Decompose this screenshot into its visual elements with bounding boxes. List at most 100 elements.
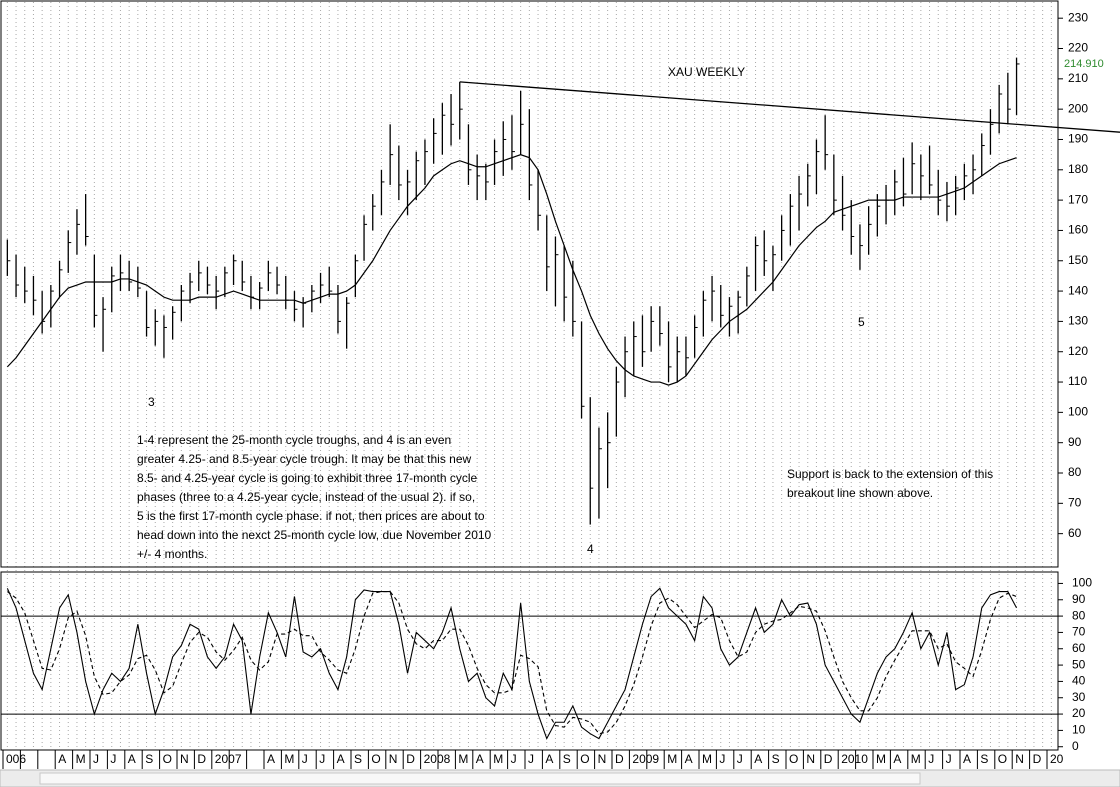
trend-line <box>459 81 1120 133</box>
note-line: 5 is the first 17-month cycle phase. if … <box>137 509 485 523</box>
x-tick-label: O <box>580 752 589 766</box>
y-tick-label: 220 <box>1068 41 1088 55</box>
x-tick-label: 2008 <box>424 752 451 766</box>
note-line: 8.5- and 4.25-year cycle is going to exh… <box>137 471 478 485</box>
x-tick-label: N <box>1015 752 1024 766</box>
x-tick-label: J <box>946 752 952 766</box>
x-tick-label: M <box>911 752 921 766</box>
y-tick-label: 40 <box>1072 674 1086 688</box>
y-tick-label: 30 <box>1072 690 1086 704</box>
x-tick-label: O <box>371 752 380 766</box>
x-tick-label: 20 <box>1050 752 1064 766</box>
x-tick-label: D <box>197 752 206 766</box>
x-tick-label: 2010 <box>841 752 868 766</box>
y-tick-label: 230 <box>1068 10 1088 24</box>
note-line: head down into the nexct 25-month cycle … <box>137 528 492 542</box>
y-tick-label: 80 <box>1072 608 1086 622</box>
x-tick-label: S <box>563 752 571 766</box>
y-tick-label: 70 <box>1068 495 1082 509</box>
x-tick-label: A <box>963 752 971 766</box>
note-line: Support is back to the extension of this <box>787 467 993 481</box>
y-tick-label: 0 <box>1072 739 1079 753</box>
y-tick-label: 60 <box>1068 526 1082 540</box>
x-tick-label: A <box>476 752 484 766</box>
x-tick-label: A <box>754 752 762 766</box>
x-tick-label: J <box>528 752 534 766</box>
y-tick-label: 140 <box>1068 283 1088 297</box>
y-tick-label: 160 <box>1068 223 1088 237</box>
x-tick-label: J <box>302 752 308 766</box>
y-tick-label: 170 <box>1068 192 1088 206</box>
x-tick-label: A <box>128 752 136 766</box>
x-tick-label: O <box>998 752 1007 766</box>
y-tick-label: 20 <box>1072 706 1086 720</box>
x-tick-label: M <box>702 752 712 766</box>
x-tick-label: M <box>876 752 886 766</box>
x-tick-label: J <box>511 752 517 766</box>
y-tick-label: 130 <box>1068 314 1088 328</box>
x-tick-label: O <box>163 752 172 766</box>
x-tick-label: D <box>406 752 415 766</box>
x-tick-label: M <box>667 752 677 766</box>
annotation: 4 <box>587 542 594 556</box>
y-tick-label: 100 <box>1068 405 1088 419</box>
x-tick-label: S <box>772 752 780 766</box>
annotation: 5 <box>858 315 865 329</box>
oscillator-line <box>7 591 1017 735</box>
x-tick-label: A <box>685 752 693 766</box>
annotation: 3 <box>148 395 155 409</box>
x-tick-label: J <box>928 752 934 766</box>
x-tick-label: J <box>719 752 725 766</box>
x-tick-label: J <box>319 752 325 766</box>
x-tick-label: M <box>493 752 503 766</box>
note-line: breakout line shown above. <box>787 486 933 500</box>
x-tick-label: S <box>980 752 988 766</box>
x-tick-label: D <box>615 752 624 766</box>
note: 1-4 represent the 25-month cycle troughs… <box>137 433 993 561</box>
x-tick-label: 2009 <box>632 752 659 766</box>
chart-title: XAU WEEKLY <box>668 65 745 79</box>
y-tick-label: 60 <box>1072 641 1086 655</box>
x-tick-label: J <box>737 752 743 766</box>
y-tick-label: 150 <box>1068 253 1088 267</box>
x-tick-label: J <box>110 752 116 766</box>
x-tick-label: S <box>145 752 153 766</box>
note-line: phases (three to a 4.25-year cycle, inst… <box>137 490 475 504</box>
x-tick-label: D <box>1033 752 1042 766</box>
x-tick-label: A <box>545 752 553 766</box>
oscillator-panel <box>0 571 1059 751</box>
y-tick-label: 50 <box>1072 657 1086 671</box>
x-tick-label: J <box>93 752 99 766</box>
scroll-thumb[interactable] <box>39 772 921 785</box>
y-tick-label: 180 <box>1068 162 1088 176</box>
y-tick-label: 10 <box>1072 723 1086 737</box>
note-line: +/- 4 months. <box>137 547 207 561</box>
x-tick-label: S <box>354 752 362 766</box>
x-tick-label: A <box>58 752 66 766</box>
moving-average <box>6 154 1017 386</box>
x-tick-label: 2007 <box>215 752 242 766</box>
y-tick-label: 90 <box>1072 592 1086 606</box>
price-panel <box>0 0 1059 568</box>
x-tick-label: A <box>267 752 275 766</box>
y-tick-label: 210 <box>1068 71 1088 85</box>
x-tick-label: A <box>337 752 345 766</box>
y-tick-label: 110 <box>1068 374 1087 388</box>
x-tick-label: A <box>893 752 901 766</box>
x-tick-label: 006 <box>6 752 26 766</box>
x-tick-label: M <box>284 752 294 766</box>
last-price-box <box>1061 56 1117 71</box>
note-line: 1-4 represent the 25-month cycle troughs… <box>137 433 451 447</box>
x-tick-label: N <box>806 752 815 766</box>
y-tick-label: 70 <box>1072 625 1086 639</box>
y-tick-label: 100 <box>1072 576 1092 590</box>
y-tick-label: 200 <box>1068 101 1088 115</box>
y-tick-label: 120 <box>1068 344 1088 358</box>
x-tick-label: N <box>598 752 607 766</box>
x-tick-label: N <box>389 752 398 766</box>
last-price-label: 214.910 <box>1064 58 1104 70</box>
x-tick-label: M <box>76 752 86 766</box>
x-tick-label: O <box>789 752 798 766</box>
